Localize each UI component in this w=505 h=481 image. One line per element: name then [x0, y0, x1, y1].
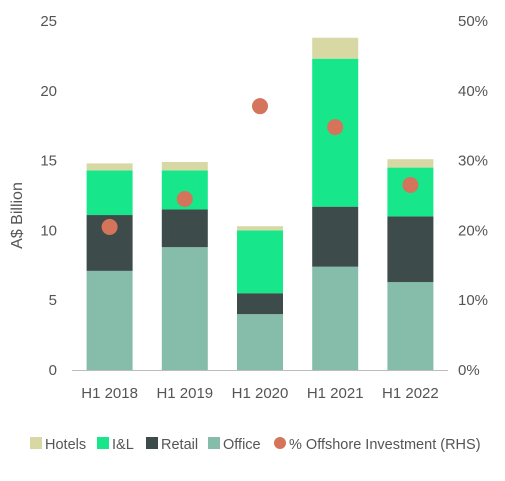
y-right-tick-label: 20% [458, 222, 488, 239]
offshore-investment-point [402, 177, 419, 194]
y-right-tick-label: 50% [458, 13, 488, 30]
x-tick-label: H1 2018 [81, 385, 138, 402]
legend-swatch-hotels [30, 437, 42, 449]
y-left-tick-label: 0 [49, 362, 57, 379]
y-left-tick-label: 5 [49, 292, 57, 309]
y-right-tick-label: 40% [458, 83, 488, 100]
bar-segment-office [312, 266, 359, 370]
offshore-investment-point [327, 119, 344, 136]
y-left-tick-label: 20 [40, 83, 57, 100]
legend-swatch-office [208, 437, 220, 449]
y-left-tick-label: 25 [40, 13, 57, 30]
y-axis-title: A$ Billion [9, 182, 26, 249]
bar-segment-hotels [387, 159, 434, 168]
x-tick-label: H1 2022 [382, 385, 439, 402]
bar-segment-office [161, 247, 208, 370]
offshore-investment-point [252, 98, 268, 115]
y-left-tick-label: 10 [40, 222, 57, 239]
bar-segment-i-l [86, 170, 133, 216]
bar-segment-hotels [161, 161, 208, 171]
bar-segment-retail [312, 206, 359, 267]
y-right-tick-label: 30% [458, 153, 488, 170]
legend-label: Retail [161, 437, 198, 453]
y-right-tick-label: 0% [458, 362, 480, 379]
legend-label: I&L [112, 437, 134, 453]
legend-swatch-i-l [97, 437, 109, 449]
offshore-investment-point [176, 190, 193, 207]
bar-segment-office [387, 282, 434, 370]
legend-marker-offshore-investment [274, 437, 286, 449]
bar-segment-retail [387, 216, 434, 283]
bar-segment-i-l [237, 230, 283, 294]
legend-swatch-retail [146, 437, 158, 449]
bar-segment-hotels [237, 226, 283, 231]
x-tick-label: H1 2020 [232, 385, 289, 402]
bar-segment-hotels [312, 37, 359, 59]
x-tick-label: H1 2019 [156, 385, 213, 402]
y-right-tick-label: 10% [458, 292, 488, 309]
legend-label: Hotels [45, 437, 86, 453]
bar-segment-office [86, 270, 133, 370]
bar-segment-office [237, 314, 283, 370]
offshore-investment-point [101, 218, 118, 235]
bar-segment-retail [161, 209, 208, 248]
y-left-tick-label: 15 [40, 153, 57, 170]
legend-label: % Offshore Investment (RHS) [289, 437, 481, 453]
bar-segment-retail [237, 293, 283, 315]
x-tick-label: H1 2021 [307, 385, 364, 402]
legend-label: Office [223, 437, 261, 453]
bar-segment-hotels [86, 163, 133, 171]
